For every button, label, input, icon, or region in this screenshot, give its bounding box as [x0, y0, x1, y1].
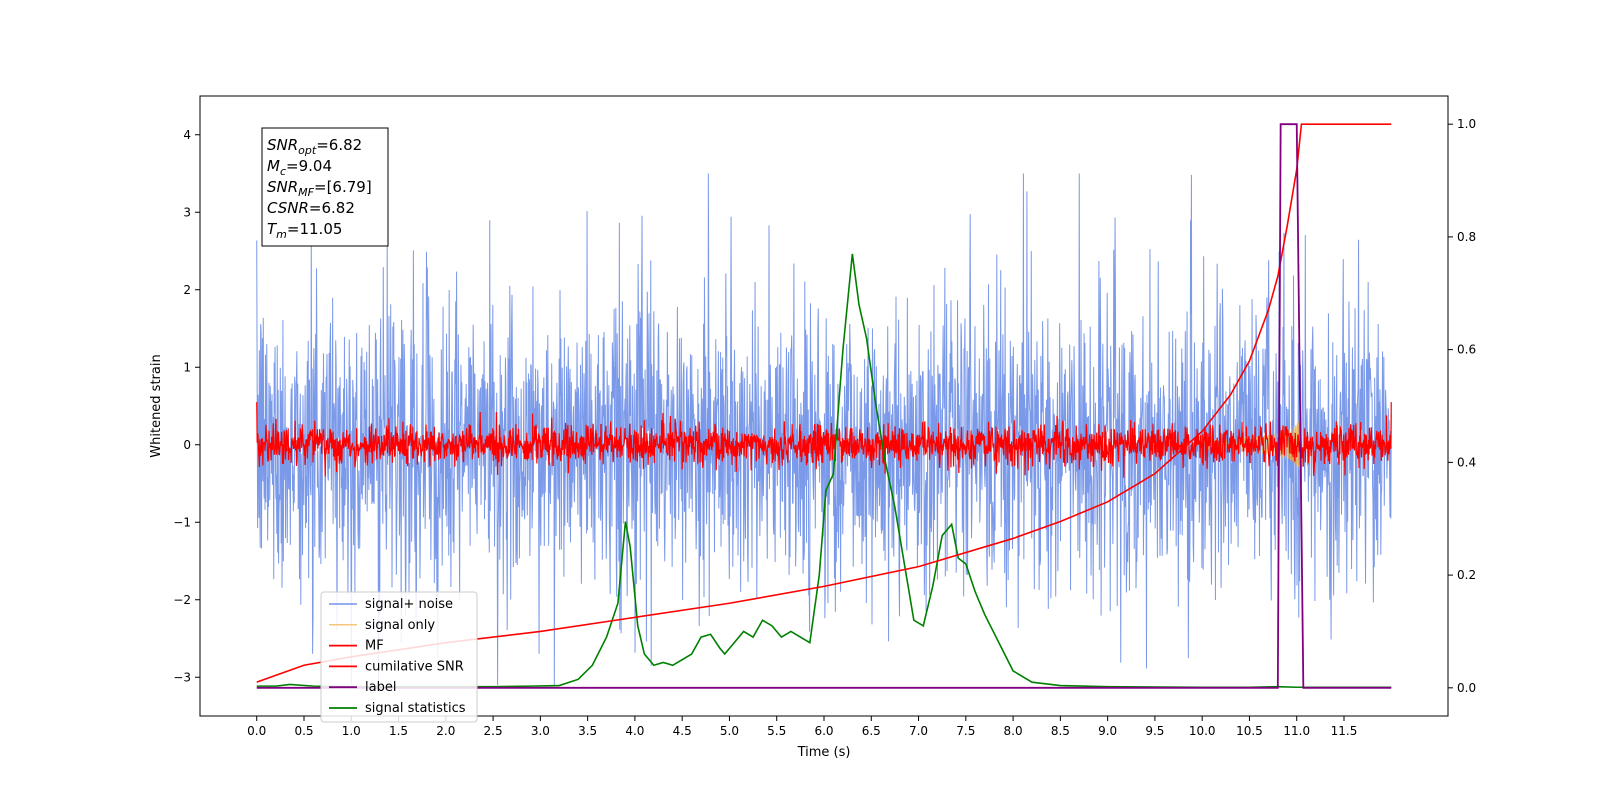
- annotation-frame: [261, 127, 389, 247]
- x-tick-label: 5.5: [767, 724, 786, 738]
- x-tick-label: 8.5: [1051, 724, 1070, 738]
- y-tick-label: −1: [173, 515, 191, 529]
- series-signal-plus-noise: [256, 173, 1392, 686]
- x-tick-label: 7.5: [956, 724, 975, 738]
- x-tick-label: 10.0: [1189, 724, 1216, 738]
- x-tick-label: 8.0: [1004, 724, 1023, 738]
- x-tick-label: 1.0: [342, 724, 361, 738]
- legend-entry: signal statistics: [365, 701, 466, 716]
- x-tick-label: 11.5: [1331, 724, 1358, 738]
- x-axis-label: Time (s): [797, 745, 851, 760]
- legend: signal+ noise signal only MF cumilative SNR…: [320, 591, 478, 723]
- x-tick-label: 5.0: [720, 724, 739, 738]
- x-tick-label: 2.5: [484, 724, 503, 738]
- x-tick-label: 10.5: [1236, 724, 1263, 738]
- y2-tick-label: 1.0: [1457, 117, 1476, 131]
- series-layer: [256, 123, 1392, 689]
- annotation-line: SNRopt=6.82: [267, 136, 362, 157]
- x-tick-label: 0.5: [294, 724, 313, 738]
- series-label: [256, 123, 1392, 689]
- x-tick-label: 9.5: [1145, 724, 1164, 738]
- x-tick-label: 6.0: [814, 724, 833, 738]
- y-axis-label: Whitened strain: [149, 354, 164, 457]
- legend-entry: signal+ noise: [365, 597, 453, 612]
- x-tick-label: 3.5: [578, 724, 597, 738]
- legend-entry: MF: [365, 639, 384, 654]
- annotation-line: Mc=9.04: [267, 157, 332, 178]
- annotation-line: Tm=11.05: [267, 220, 342, 241]
- y-tick-label: 0: [183, 438, 191, 452]
- y-tick-label: 2: [183, 283, 191, 297]
- y-tick-label: 3: [183, 205, 191, 219]
- y2-tick-label: 0.2: [1457, 568, 1476, 582]
- x-tick-label: 0.0: [247, 724, 266, 738]
- legend-entry: cumilative SNR: [365, 659, 464, 674]
- x-tick-label: 3.0: [531, 724, 550, 738]
- series-mf: [256, 402, 1392, 479]
- x-tick-label: 9.0: [1098, 724, 1117, 738]
- y-tick-label: −3: [173, 670, 191, 684]
- x-tick-label: 7.0: [909, 724, 928, 738]
- annotation-line: CSNR=6.82: [267, 199, 355, 217]
- series-cumulative-snr: [256, 123, 1392, 683]
- y2-tick-label: 0.6: [1457, 343, 1476, 357]
- y2-tick-label: 0.0: [1457, 681, 1476, 695]
- legend-entry: label: [365, 680, 396, 695]
- y-axis-left: −3 −2 −1 0 1 2 3 4: [173, 128, 200, 684]
- x-tick-label: 4.0: [625, 724, 644, 738]
- y-tick-label: 1: [183, 360, 191, 374]
- series-signal-statistics: [256, 253, 1392, 689]
- y2-tick-label: 0.8: [1457, 230, 1476, 244]
- x-tick-label: 11.0: [1283, 724, 1310, 738]
- y-tick-label: 4: [183, 128, 191, 142]
- x-tick-label: 4.5: [673, 724, 692, 738]
- x-tick-label: 2.0: [436, 724, 455, 738]
- y2-tick-label: 0.4: [1457, 455, 1476, 469]
- x-tick-label: 1.5: [389, 724, 408, 738]
- legend-entry: signal only: [365, 618, 435, 633]
- annotation-line: SNRMF=[6.79]: [267, 178, 372, 199]
- y-tick-label: −2: [173, 593, 191, 607]
- x-tick-label: 6.5: [862, 724, 881, 738]
- x-axis: 0.0 0.5 1.0 1.5 2.0 2.5 3.0 3.5 4.0 4.5 5.0 5.5 6.0 6…: [247, 716, 1357, 738]
- y-axis-right: 0.0 0.2 0.4 0.6 0.8 1.0: [1448, 117, 1476, 695]
- legend-frame: [320, 591, 478, 723]
